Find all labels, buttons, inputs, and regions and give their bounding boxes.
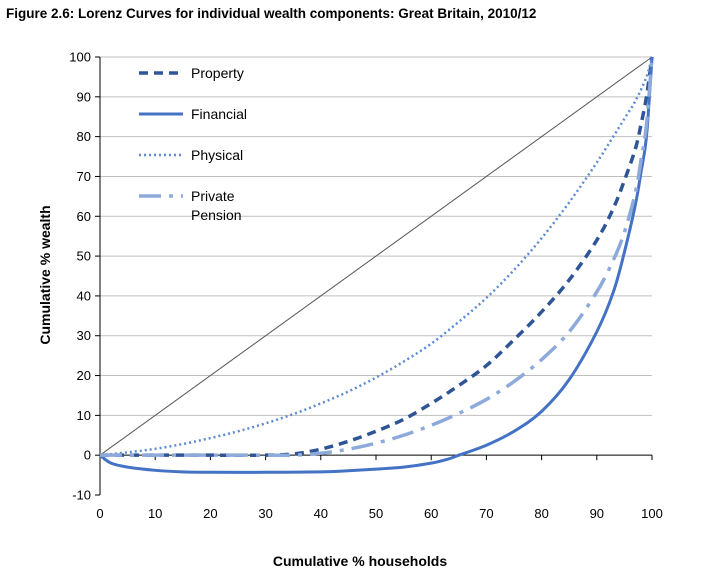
y-tick-label: 90 (77, 89, 91, 104)
legend: Property Financial Physical Private Pension (139, 65, 247, 223)
y-tick-label: 20 (77, 368, 91, 383)
y-tick-label: 60 (77, 209, 91, 224)
x-tick-label: 40 (314, 506, 328, 521)
x-tick-label: 60 (424, 506, 438, 521)
x-tick-label: 80 (534, 506, 548, 521)
y-tick-label: 10 (77, 408, 91, 423)
x-tick-label: 50 (369, 506, 383, 521)
x-tick-label: 10 (148, 506, 162, 521)
x-tick-label: 0 (96, 506, 103, 521)
series-lines (99, 56, 654, 474)
x-tick-label: 20 (203, 506, 217, 521)
y-tick-label: 0 (84, 448, 91, 463)
y-axis-label: Cumulative % wealth (37, 205, 53, 344)
x-tick-label: 100 (641, 506, 663, 521)
x-tick-label: 70 (479, 506, 493, 521)
line-of-equality (99, 56, 653, 456)
y-tick-label: 50 (77, 249, 91, 264)
series-line-physical (99, 56, 654, 457)
tick-labels: -10 0 10 20 30 40 50 60 70 80 90 100 0 10 20 30 40 50 60 70… (69, 50, 663, 522)
series-line-financial (99, 56, 654, 474)
gridlines (100, 56, 652, 416)
x-axis-label: Cumulative % households (273, 553, 447, 569)
x-tick-label: 30 (258, 506, 272, 521)
axes (95, 56, 653, 496)
x-tick-label: 90 (590, 506, 604, 521)
y-tick-label: 80 (77, 129, 91, 144)
y-tick-label: 40 (77, 288, 91, 303)
chart-title: Figure 2.6: Lorenz Curves for individual… (6, 6, 537, 21)
y-tick-label: 70 (77, 169, 91, 184)
y-tick-label: -10 (72, 488, 91, 503)
legend-label: Property (191, 65, 244, 81)
legend-label: Private Pension (191, 188, 242, 223)
legend-label: Financial (191, 106, 247, 122)
y-tick-label: 30 (77, 328, 91, 343)
y-tick-label: 100 (69, 50, 91, 65)
series-line-private-pension (99, 56, 654, 458)
legend-label: Physical (191, 147, 243, 163)
